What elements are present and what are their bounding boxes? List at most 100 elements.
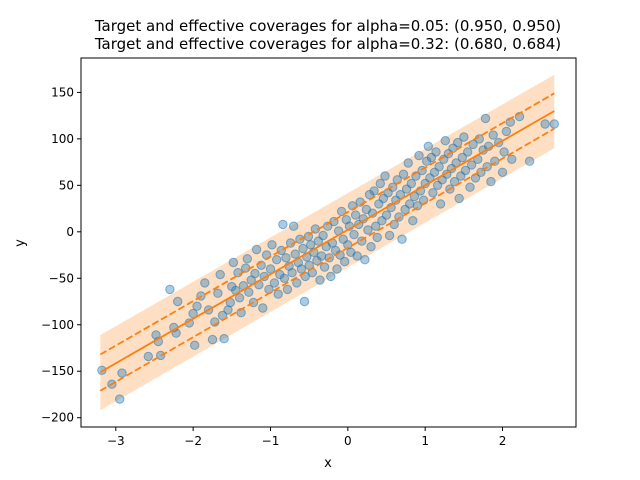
scatter-point xyxy=(318,230,328,241)
y-axis: −200 −150 −100 −50 0 50 100 150 xyxy=(41,85,81,425)
scatter-point xyxy=(143,351,154,362)
scatter-point xyxy=(355,197,365,207)
scatter-point xyxy=(219,334,229,344)
scatter-point xyxy=(287,268,297,278)
scatter-point xyxy=(466,160,477,170)
scatter-point xyxy=(460,165,471,176)
scatter-point xyxy=(380,171,390,181)
chart-title-line-2: Target and effective coverages for alpha… xyxy=(94,35,561,53)
scatter-point xyxy=(453,137,463,148)
scatter-point xyxy=(332,264,342,274)
scatter-point xyxy=(241,263,251,273)
scatter-point xyxy=(408,216,418,226)
scatter-point xyxy=(267,240,277,250)
scatter-point xyxy=(397,234,407,244)
scatter-point xyxy=(326,271,336,282)
y-tick-label: −100 xyxy=(41,318,74,332)
x-tick-label: 0 xyxy=(344,434,352,448)
scatter-point xyxy=(215,269,225,280)
interval-line-alpha-0.32-upper xyxy=(99,92,555,356)
scatter-point xyxy=(316,251,327,261)
x-tick-label: −1 xyxy=(262,434,280,448)
plot-frame xyxy=(80,57,577,428)
scatter-point xyxy=(507,154,517,165)
x-axis: −3 −2 −1 0 1 2 xyxy=(107,427,506,448)
scatter-point xyxy=(524,156,535,166)
y-tick-label: 100 xyxy=(51,132,74,146)
scatter-point xyxy=(457,152,467,163)
scatter-point xyxy=(435,199,446,209)
scatter-point xyxy=(156,350,166,361)
scatter-point xyxy=(360,255,370,265)
scatter-point xyxy=(298,243,308,254)
scatter-point xyxy=(279,273,290,283)
scatter-point xyxy=(251,244,262,255)
y-tick-label: −50 xyxy=(49,271,74,285)
y-tick-label: 150 xyxy=(51,85,74,99)
scatter-point xyxy=(340,256,350,267)
scatter-point xyxy=(290,249,300,259)
scatter-point xyxy=(190,340,200,350)
y-tick-label: 50 xyxy=(59,178,74,192)
scatter-point xyxy=(549,119,559,129)
scatter-point xyxy=(278,219,288,230)
scatter-point xyxy=(454,193,464,204)
scatter-point xyxy=(414,150,424,161)
scatter-point xyxy=(372,232,382,243)
scatter-point xyxy=(499,147,509,157)
scatter-point xyxy=(273,289,283,299)
y-tick-label: 0 xyxy=(66,225,74,239)
scatter-point xyxy=(269,278,280,288)
scatter-point xyxy=(406,178,416,189)
scatter-point xyxy=(428,188,438,198)
scatter-point xyxy=(244,287,254,297)
scatter-point xyxy=(497,167,508,178)
scatter-point xyxy=(431,147,441,157)
chart-title-line-1: Target and effective coverages for alpha… xyxy=(94,17,561,35)
prediction-lines xyxy=(99,92,555,392)
y-axis-label: y xyxy=(13,239,28,247)
scatter-point xyxy=(375,178,385,189)
scatter-point xyxy=(403,158,413,168)
scatter-point xyxy=(234,293,245,303)
scatter-point xyxy=(315,275,325,285)
scatter-point xyxy=(349,229,359,240)
scatter-point xyxy=(352,251,362,261)
scatter-point xyxy=(350,210,361,220)
x-tick-label: −3 xyxy=(107,434,125,448)
scatter-point xyxy=(282,284,293,295)
scatter-point xyxy=(296,264,307,274)
scatter-point xyxy=(207,334,218,345)
scatter-point xyxy=(289,221,299,231)
scatter-point xyxy=(398,169,409,179)
x-tick-label: −2 xyxy=(184,434,202,448)
scatter-point xyxy=(265,264,276,274)
regression-line xyxy=(99,110,555,373)
scatter-point xyxy=(250,268,260,279)
scatter-point xyxy=(540,119,550,129)
scatter-point xyxy=(228,257,239,268)
plot-area xyxy=(97,74,559,411)
scatter-point xyxy=(440,136,450,146)
scatter-point xyxy=(281,253,291,263)
data-points xyxy=(97,111,559,404)
scatter-point xyxy=(381,210,392,220)
scatter-point xyxy=(292,278,302,288)
scatter-point xyxy=(299,296,310,307)
scatter-point xyxy=(480,113,491,124)
scatter-point xyxy=(405,199,415,209)
scatter-point xyxy=(272,255,282,265)
scatter-point xyxy=(213,288,223,298)
scatter-point xyxy=(363,225,373,235)
scatter-point xyxy=(501,126,512,137)
scatter-point xyxy=(384,230,395,241)
x-axis-label: x xyxy=(324,456,332,471)
scatter-point xyxy=(449,176,460,187)
scatter-point xyxy=(117,368,127,378)
scatter-point xyxy=(463,147,473,157)
interval-line-alpha-0.32-lower xyxy=(99,127,555,392)
x-tick-label: 2 xyxy=(499,434,507,448)
scatter-point xyxy=(276,245,286,256)
scatter-point xyxy=(165,284,175,295)
scatter-point xyxy=(200,278,210,288)
